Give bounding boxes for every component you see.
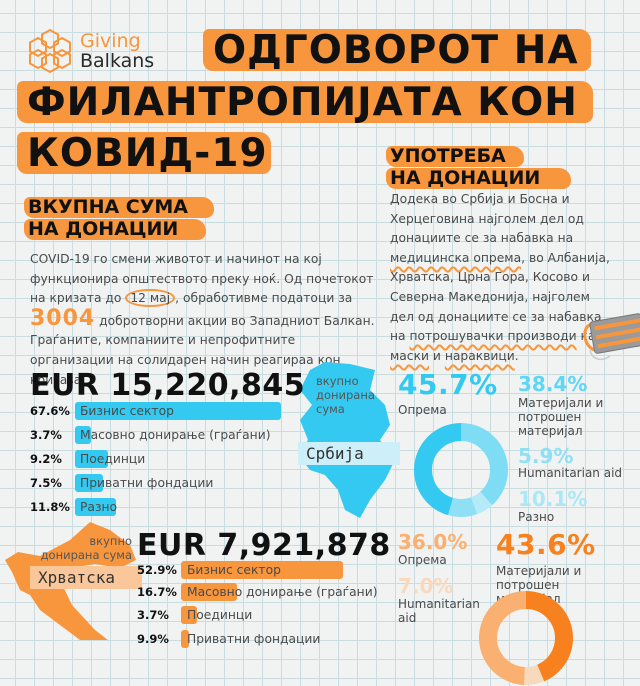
serbia-usage-materials-pct: 38.4% [518,372,588,396]
serbia-source-bar [75,426,91,444]
brand-name-line1: Giving [80,30,141,52]
action-count: 3004 [30,305,96,331]
croatia-map [5,522,136,640]
serbia-usage-humanitarian-pct: 5.9% [518,444,574,468]
croatia-source-row: 3.7% Поединци [137,606,253,624]
croatia-source-bar [181,630,189,648]
croatia-total-label: вкупно донирана сума [40,534,132,562]
serbia-source-row: 3.7% Масовно донирање (граѓани) [30,426,271,444]
serbia-source-row: 67.6% Бизнис сектор [30,402,281,420]
croatia-usage-donut-chart [479,591,573,685]
serbia-map [298,362,395,518]
croatia-usage-humanitarian-label: Humanitarian aid [398,597,480,625]
brand-logo: Giving Balkans [28,28,154,74]
serbia-total-label: вкупно донирана сума [316,374,375,416]
serbia-source-row: 11.8% Разно [30,498,118,516]
total-section-text: COVID-19 го смени животот и начинот на к… [30,252,375,387]
croatia-source-bar [181,606,197,624]
serbia-usage-equipment-label: Опрема [398,403,447,417]
serbia-usage-humanitarian-label: Humanitarian aid [518,466,623,480]
serbia-usage-equipment-pct: 45.7% [398,368,498,401]
total-section-title-2: НА ДОНАЦИИ [24,219,206,240]
masks-highlight: маски [390,348,429,363]
serbia-source-bar [75,498,116,516]
page-title-line-1: ОДГОВОРОТ НА [203,29,591,73]
croatia-total-amount: EUR 7,921,878 [137,528,391,563]
serbia-total-amount: EUR 15,220,845 [30,368,306,403]
gloves-highlight: нараквици [444,348,515,363]
usage-section-title-2: НА ДОНАЦИИ [386,168,571,189]
serbia-usage-other-pct: 10.1% [518,487,588,511]
serbia-source-bar [75,474,103,492]
serbia-source-row: 9.2% Поединци [30,450,146,468]
serbia-source-bar [75,402,281,420]
croatia-usage-equipment-label: Опрема [398,553,447,567]
face-mask-icon [583,313,640,361]
croatia-source-row: 9.9% Приватни фондации [137,630,321,648]
croatia-usage-materials-pct: 43.6% [496,528,596,561]
date-highlight: 12 мај [125,289,176,308]
serbia-source-bar [75,450,108,468]
usage-section-title-1: УПОТРЕБА [386,146,524,167]
brand-name-line2: Balkans [80,50,155,72]
croatia-source-bar [181,583,237,601]
croatia-country-label: Хрватска [30,566,142,589]
croatia-usage-humanitarian-pct: 7.0% [398,574,454,598]
serbia-usage-materials-label: Материјали и потрошен материјал [518,396,604,438]
croatia-usage-equipment-pct: 36.0% [398,530,468,554]
serbia-source-row: 7.5% Приватни фондации [30,474,214,492]
page-title-line-2: ФИЛАНТРОПИЈАТА КОН [17,81,593,125]
hexagon-cluster-icon [29,28,71,74]
consumer-goods-highlight: потрошувачки производи [409,329,577,344]
serbia-country-label: Србија [298,442,400,465]
usage-section-text: Додека во Србија и Босна и Херцеговина н… [390,192,610,363]
croatia-source-row: 16.7% Масовно донирање (граѓани) [137,583,378,601]
serbia-usage-other-label: Разно [518,510,555,524]
total-section-title-1: ВКУПНА СУМА [24,197,214,218]
medical-equipment-highlight: медицинска опрема [390,250,522,265]
page-title-line-3: КОВИД-19 [17,132,271,176]
serbia-usage-donut-chart [414,423,508,517]
croatia-source-bar [181,561,343,579]
croatia-source-row: 52.9% Бизнис сектор [137,561,343,579]
